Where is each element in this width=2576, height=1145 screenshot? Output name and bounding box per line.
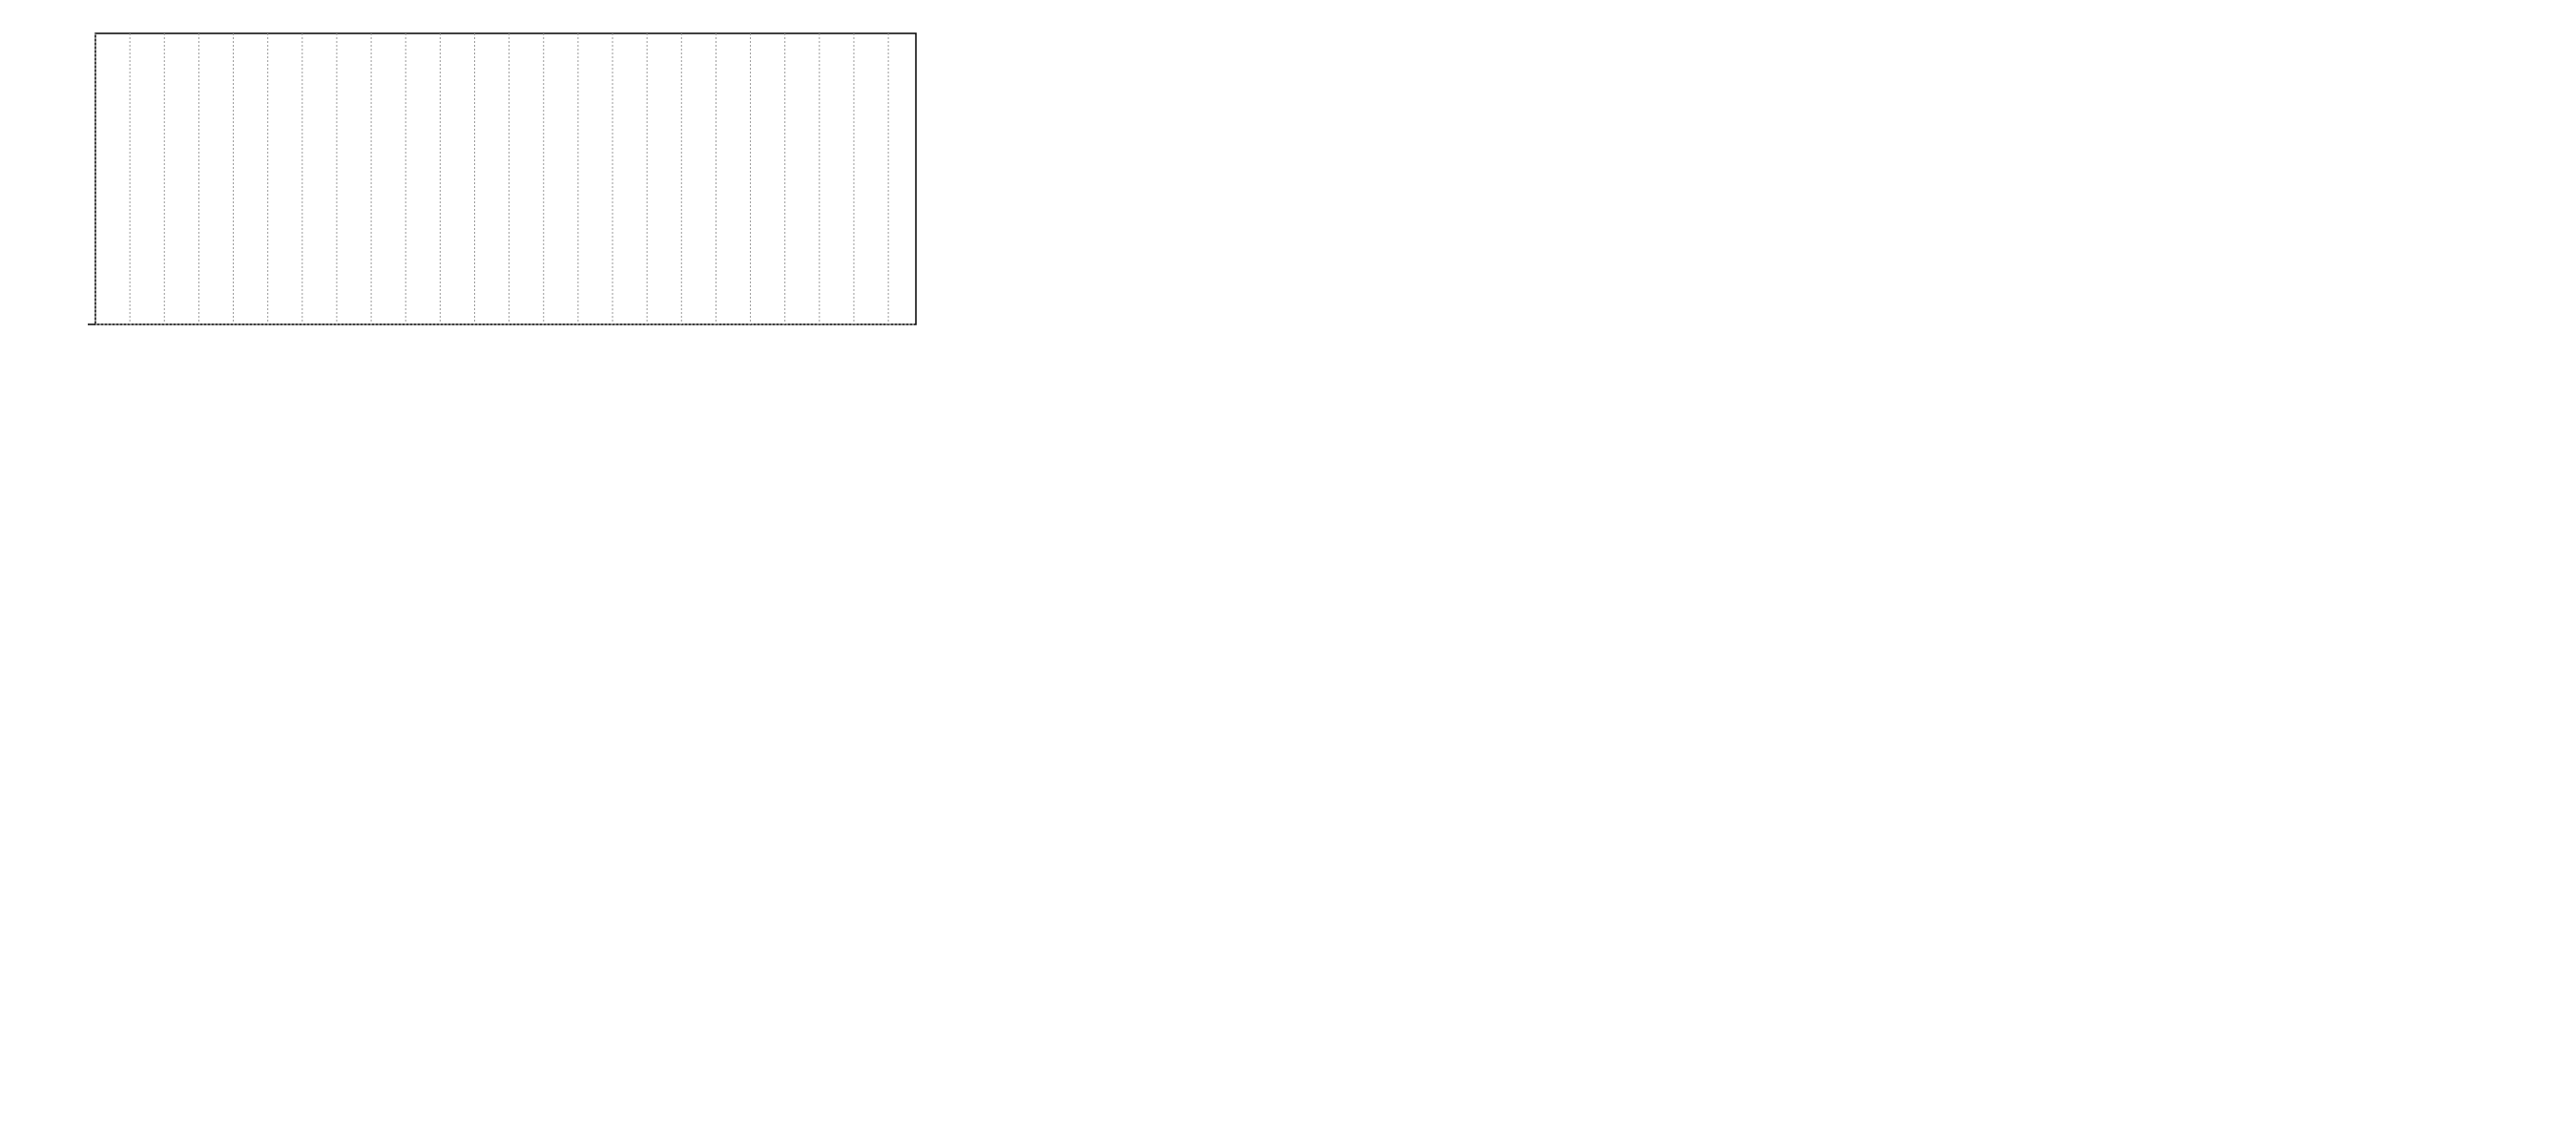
chart-container <box>0 0 1431 636</box>
runoff-chart <box>0 0 1431 636</box>
